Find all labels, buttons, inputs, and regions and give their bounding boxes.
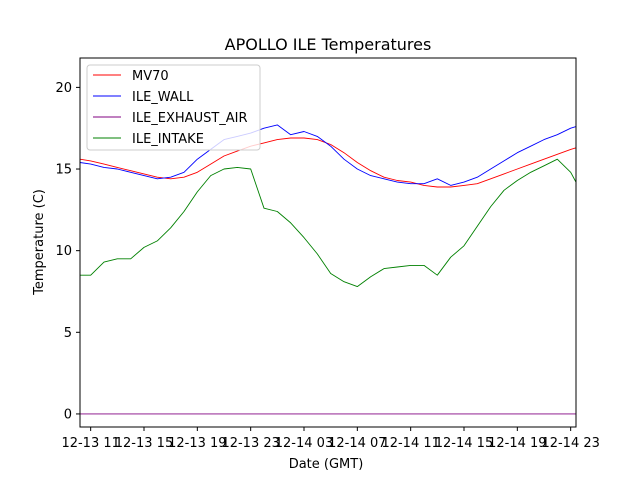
x-tick-label: 12-14 11 [381,436,439,451]
legend-label: MV70 [132,69,169,84]
y-tick-label: 15 [55,163,72,178]
legend-label: ILE_EXHAUST_AIR [132,111,248,126]
legend-label: ILE_WALL [132,90,194,105]
y-tick-label: 10 [55,244,72,259]
legend: MV70 ILE_WALL ILE_EXHAUST_AIR ILE_INTAKE [86,64,261,151]
legend-box [86,64,261,151]
series-line-mv70 [79,137,577,188]
x-tick-label: 12-14 07 [328,436,386,451]
x-tick-label: 12-14 19 [488,436,546,451]
x-tick-label: 12-14 15 [435,436,493,451]
x-tick-label: 12-13 11 [61,436,119,451]
x-tick-label: 12-14 03 [275,436,333,451]
y-tick-label: 5 [64,326,72,341]
y-axis-title: Temperature (C) [32,189,47,296]
x-tick-label: 12-14 23 [541,436,599,451]
x-tick-label: 12-13 19 [168,436,226,451]
x-tick-label: 12-13 23 [221,436,279,451]
x-tick-label: 12-13 15 [115,436,173,451]
legend-entries: MV70 ILE_WALL ILE_EXHAUST_AIR ILE_INTAKE [93,69,248,147]
x-axis-title: Date (GMT) [289,457,364,472]
chart-title: APOLLO ILE Temperatures [225,35,432,54]
series-line-ile-wall [79,124,577,186]
y-tick-label: 0 [64,407,72,422]
legend-label: ILE_INTAKE [132,132,204,147]
series-line-ile-intake [80,158,577,288]
y-tick-label: 20 [55,81,72,96]
plot-frame [79,57,577,428]
series-layer [79,124,577,415]
y-axis-ticks: 0 5 10 15 20 [55,81,80,422]
